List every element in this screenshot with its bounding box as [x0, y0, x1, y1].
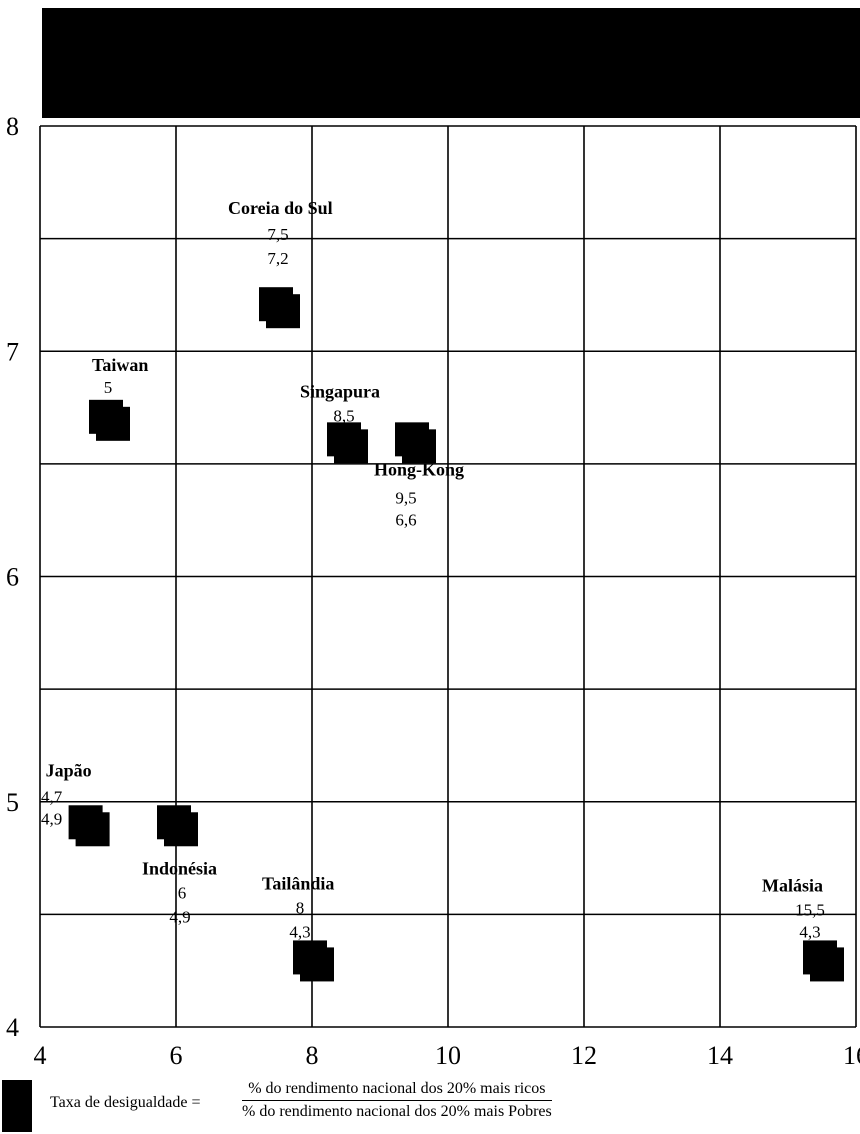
point-name-label: Japão	[46, 760, 92, 780]
x-tick-label: 6	[170, 1041, 183, 1070]
point-labels: Coreia do Sul 7,5 7,2 Taiwan 5 6,7 Singapura 8,…	[41, 198, 825, 941]
data-point-marker-shadow	[96, 406, 130, 441]
point-value-label-top: 15,5	[795, 900, 825, 919]
data-point-marker-shadow	[402, 429, 436, 464]
x-tick-label: 10	[435, 1041, 461, 1070]
markers	[68, 287, 844, 982]
y-tick-label: 7	[6, 337, 19, 366]
axis-ticks: 4 6 8 10 12 14 16 4 5 6 7 8	[6, 112, 860, 1070]
point-value-label-bottom: 4,9	[169, 907, 190, 926]
x-tick-label: 8	[306, 1041, 319, 1070]
grid	[39, 125, 857, 1028]
point-name-label: Singapura	[300, 381, 380, 401]
point-name-label: Indonésia	[142, 858, 217, 878]
legend-fraction: % do rendimento nacional dos 20% mais ri…	[242, 1080, 552, 1121]
legend-numerator: % do rendimento nacional dos 20% mais ri…	[242, 1080, 552, 1101]
y-tick-label: 8	[6, 112, 19, 141]
legend-swatch	[2, 1080, 32, 1132]
data-point-marker-shadow	[266, 294, 300, 329]
point-value-label-bottom: 4,9	[41, 809, 62, 828]
legend-denominator: % do rendimento nacional dos 20% mais Po…	[242, 1103, 552, 1120]
point-value-label-bottom: 6,7	[97, 402, 119, 421]
data-point-marker-shadow	[810, 947, 844, 982]
data-point-marker-shadow	[164, 812, 198, 847]
point-value-label-bottom: 6,6	[335, 430, 356, 449]
y-tick-label: 6	[6, 563, 19, 592]
x-tick-label: 16	[843, 1041, 860, 1070]
scatter-chart: 4 6 8 10 12 14 16 4 5 6 7 8 Coreia do Sul 7,5 7,2 Taiw…	[6, 112, 860, 1070]
legend-prefix: Taxa de desigualdade =	[50, 1094, 201, 1111]
point-name-label: Coreia do Sul	[228, 198, 333, 218]
point-value-label-bottom: 6,6	[395, 510, 416, 529]
data-point-marker-shadow	[334, 429, 368, 464]
x-tick-label: 12	[571, 1041, 597, 1070]
x-tick-label: 4	[34, 1041, 47, 1070]
point-name-label: Tailândia	[262, 873, 334, 893]
point-value-label-top: 9,5	[395, 488, 416, 507]
point-name-label: Hong-Kong	[374, 459, 464, 479]
point-value-label-bottom: 4,3	[289, 922, 310, 941]
point-value-label-top: 6	[178, 883, 187, 902]
data-point-marker-shadow	[300, 947, 334, 982]
point-value-label-top: 8,5	[333, 406, 354, 425]
legend: Taxa de desigualdade = % do rendimento n…	[0, 1080, 860, 1134]
point-value-label-bottom: 4,3	[799, 922, 820, 941]
point-value-label-top: 4,7	[41, 787, 63, 806]
title-bar	[42, 8, 860, 118]
point-value-label-top: 8	[296, 898, 305, 917]
point-value-label-top: 5	[104, 378, 113, 397]
y-tick-label: 5	[6, 788, 19, 817]
point-name-label: Malásia	[762, 875, 823, 895]
point-value-label-top: 7,5	[267, 225, 288, 244]
x-tick-label: 14	[707, 1041, 733, 1070]
y-tick-label: 4	[6, 1013, 19, 1042]
point-value-label-bottom: 7,2	[267, 249, 288, 268]
point-name-label: Taiwan	[92, 355, 148, 375]
data-point-marker-shadow	[75, 812, 110, 847]
